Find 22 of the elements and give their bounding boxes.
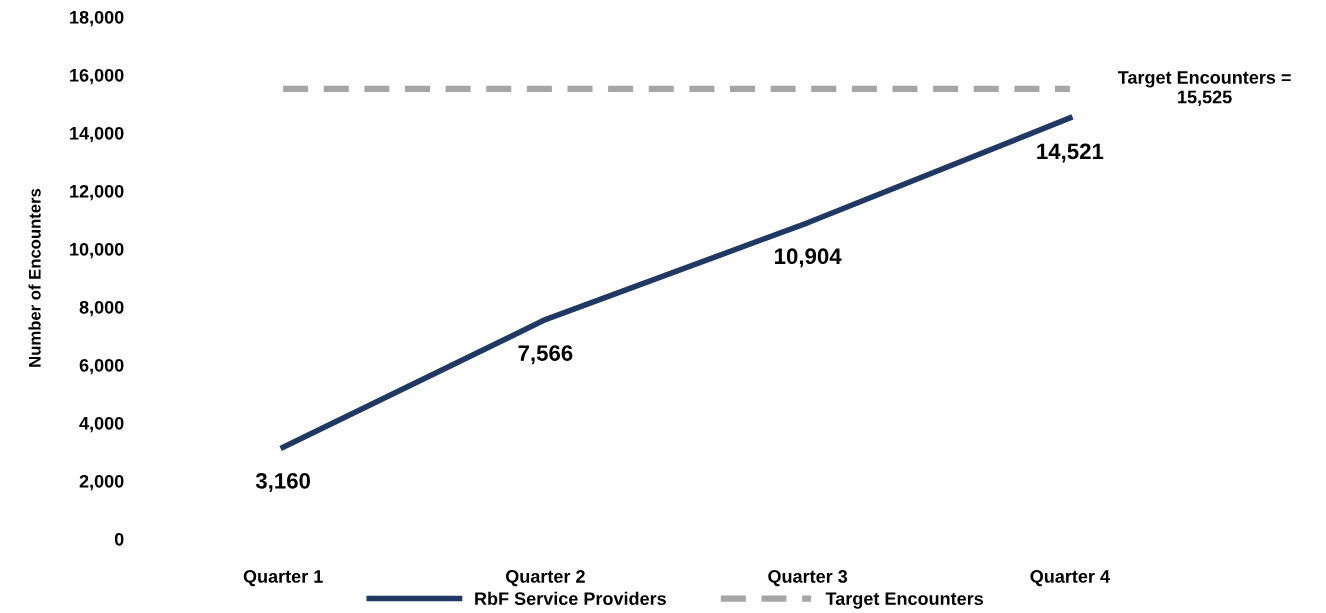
legend-label: Target Encounters <box>825 592 983 609</box>
x-tick-label: Quarter 4 <box>1030 570 1110 587</box>
y-tick-label: 14,000 <box>70 126 124 143</box>
y-tick-label: 12,000 <box>70 184 124 201</box>
y-axis-title: Number of Encounters <box>28 188 41 367</box>
annotation: Target Encounters = 15,525 <box>1117 71 1291 106</box>
y-tick-label: 16,000 <box>70 68 124 85</box>
data-label: 14,521 <box>1037 143 1104 163</box>
data-label: 7,566 <box>518 345 573 365</box>
y-tick-label: 18,000 <box>70 10 124 27</box>
data-label: 10,904 <box>775 248 842 268</box>
data-label: 3,160 <box>255 472 311 492</box>
y-tick-label: 0 <box>114 532 124 546</box>
y-tick-label: 2,000 <box>79 474 124 491</box>
y-tick-label: 8,000 <box>79 300 124 317</box>
legend-label: RbF Service Providers <box>475 591 666 606</box>
y-tick-label: 6,000 <box>79 358 124 375</box>
x-tick-label: Quarter 3 <box>768 570 848 587</box>
x-tick-label: Quarter 2 <box>505 570 585 587</box>
y-tick-label: 4,000 <box>79 416 124 433</box>
x-tick-label: Quarter 1 <box>243 570 323 587</box>
y-tick-label: 10,000 <box>70 242 124 259</box>
